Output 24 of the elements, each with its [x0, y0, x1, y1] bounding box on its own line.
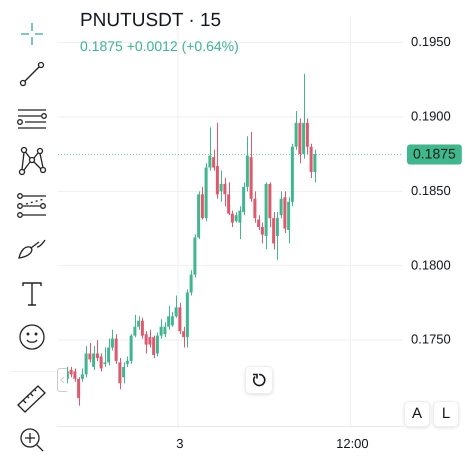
candlestick: [88, 342, 92, 363]
x-tick-label: 12:00: [336, 436, 369, 451]
y-tick-label: 0.1800: [411, 257, 451, 272]
x-tick-label: 3: [176, 436, 184, 451]
candlestick: [107, 338, 110, 366]
candlestick: [92, 346, 96, 370]
candlestick: [170, 311, 174, 328]
candlestick: [122, 362, 126, 384]
y-tick-label: 0.1900: [411, 108, 451, 124]
candlestick: [200, 186, 204, 220]
candlestick: [70, 366, 73, 378]
text: 0.1875 +0.0012 (+0.64%): [80, 38, 239, 54]
ref-line-label: 0.1875: [413, 145, 456, 162]
y-tick-label: 0.1850: [411, 182, 451, 198]
candlestick: [178, 302, 182, 335]
y-tick-label: 0.1950: [411, 34, 451, 50]
auto-scale-button: A: [404, 401, 430, 427]
candlestick: [220, 170, 223, 202]
log-scale-button: L: [433, 401, 459, 427]
chart-title: PNUTUSDT · 15: [80, 10, 222, 32]
candlestick: [234, 212, 238, 224]
candlestick: [103, 347, 106, 368]
candlestick: [84, 346, 88, 378]
y-tick-label: 0.1750: [411, 332, 451, 347]
